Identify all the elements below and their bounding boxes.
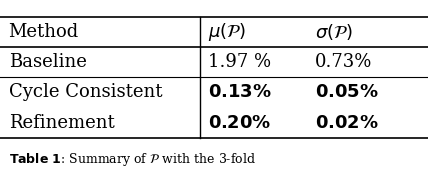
Text: $\mathbf{Table\ 1}$: Summary of $\mathcal{P}$ with the 3-fold: $\mathbf{Table\ 1}$: Summary of $\mathca…	[9, 152, 256, 168]
Text: 1.97 %: 1.97 %	[208, 53, 270, 71]
Text: $\mathbf{0.20\%}$: $\mathbf{0.20\%}$	[208, 114, 271, 132]
Text: Refinement: Refinement	[9, 114, 114, 132]
Text: $\mu(\mathcal{P})$: $\mu(\mathcal{P})$	[208, 21, 246, 43]
Text: $\mathbf{0.02\%}$: $\mathbf{0.02\%}$	[315, 114, 378, 132]
Text: Cycle Consistent: Cycle Consistent	[9, 83, 162, 101]
Text: Baseline: Baseline	[9, 53, 86, 71]
Text: $\sigma(\mathcal{P})$: $\sigma(\mathcal{P})$	[315, 22, 353, 42]
Text: $\mathbf{0.05\%}$: $\mathbf{0.05\%}$	[315, 83, 378, 101]
Text: Method: Method	[9, 23, 79, 41]
Text: $\mathbf{0.13\%}$: $\mathbf{0.13\%}$	[208, 83, 271, 101]
Text: 0.73%: 0.73%	[315, 53, 372, 71]
